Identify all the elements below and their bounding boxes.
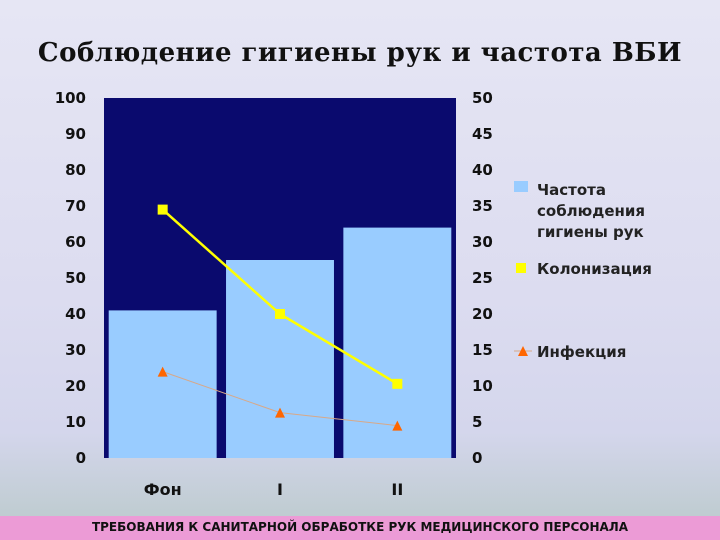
colonization-point-1 (275, 309, 285, 319)
bar-1 (226, 260, 334, 458)
chart: 0 10 20 30 40 50 60 70 80 90 100 0 5 10 15 20 25 30 35 40 4… (55, 89, 652, 499)
left-tick-label: 40 (65, 305, 86, 323)
right-tick-label: 45 (472, 125, 493, 143)
legend-label-compliance: Частота соблюдения гигиены рук (537, 181, 645, 241)
bar-group (108, 227, 452, 458)
right-axis-ticks: 0 5 10 15 20 25 30 35 40 45 50 (472, 89, 493, 467)
infection-point-1 (275, 407, 285, 418)
right-tick-label: 5 (472, 413, 482, 431)
left-tick-label: 80 (65, 161, 86, 179)
left-tick-label: 60 (65, 233, 86, 251)
right-tick-label: 15 (472, 341, 493, 359)
category-label-1: I (277, 480, 283, 499)
colonization-point-2 (392, 378, 403, 389)
infection-point-2 (392, 420, 403, 431)
category-label-2: II (391, 480, 403, 499)
right-tick-label: 40 (472, 161, 493, 179)
right-tick-label: 30 (472, 233, 493, 251)
colonization-point-0 (157, 204, 168, 215)
left-tick-label: 100 (55, 89, 86, 107)
right-tick-label: 25 (472, 269, 493, 287)
category-label-0: Фон (144, 480, 182, 499)
legend-swatch-colonization (516, 263, 526, 273)
legend-label-infection: Инфекция (537, 343, 626, 361)
left-tick-label: 20 (65, 377, 86, 395)
legend-label-colonization: Колонизация (537, 260, 652, 278)
line-group (157, 204, 403, 431)
left-tick-label: 50 (65, 269, 86, 287)
legend-swatch-compliance (514, 181, 528, 192)
right-tick-label: 0 (472, 449, 482, 467)
left-tick-label: 90 (65, 125, 86, 143)
left-tick-label: 10 (65, 413, 86, 431)
chart-title: Соблюдение гигиены рук и частота ВБИ (37, 38, 683, 68)
left-axis-ticks: 0 10 20 30 40 50 60 70 80 90 100 (55, 89, 86, 467)
legend-swatch-infection (518, 346, 528, 356)
infection-point-0 (157, 366, 168, 377)
bar-2 (343, 227, 452, 458)
category-labels: Фон I II (144, 480, 404, 499)
right-tick-label: 20 (472, 305, 493, 323)
legend: Частота соблюдения гигиены рук Колонизация И… (514, 181, 652, 361)
left-tick-label: 30 (65, 341, 86, 359)
right-tick-label: 35 (472, 197, 493, 215)
bar-0 (108, 310, 217, 458)
right-tick-label: 10 (472, 377, 493, 395)
right-tick-label: 50 (472, 89, 493, 107)
footer-text: ТРЕБОВАНИЯ К САНИТАРНОЙ ОБРАБОТКЕ РУК МЕ… (91, 520, 629, 534)
left-tick-label: 0 (76, 449, 86, 467)
footer-bar (0, 516, 720, 540)
left-tick-label: 70 (65, 197, 86, 215)
